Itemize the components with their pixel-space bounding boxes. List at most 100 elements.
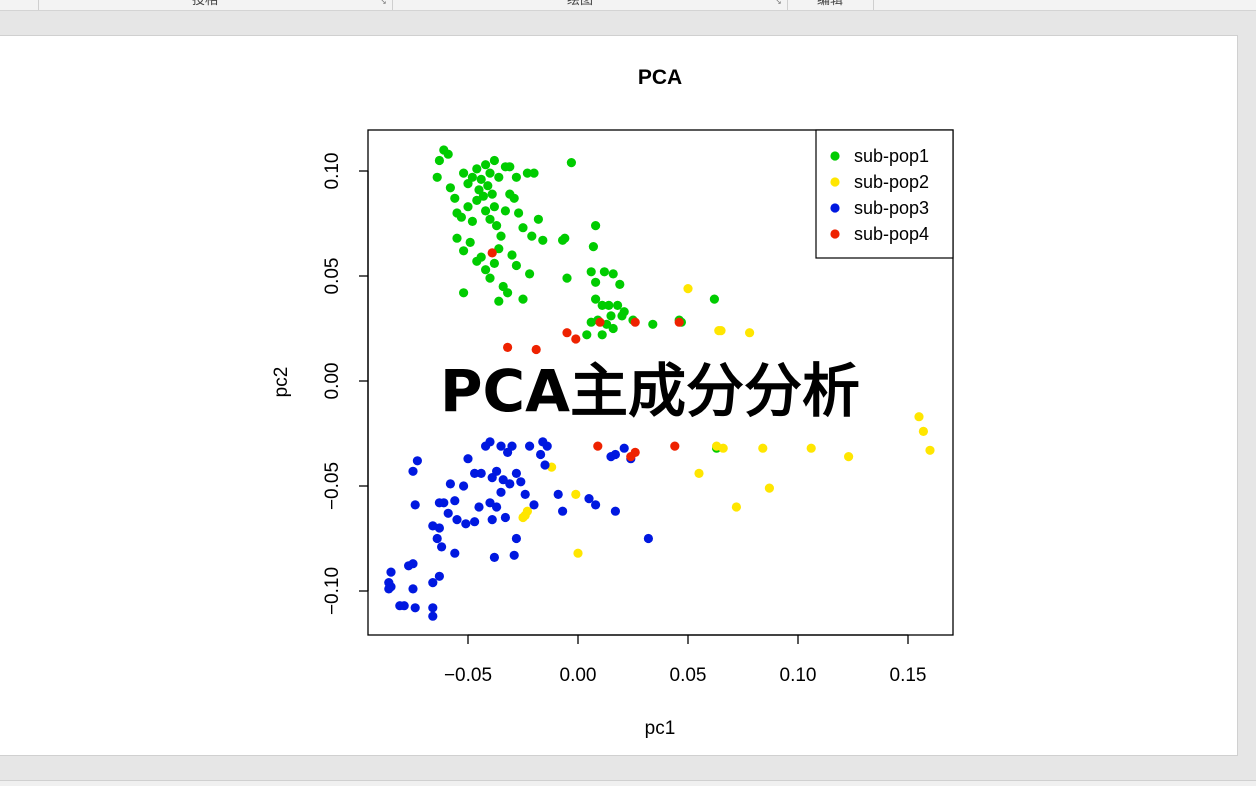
data-point xyxy=(470,468,480,478)
x-tick-label: 0.10 xyxy=(780,665,817,686)
data-point xyxy=(643,533,654,544)
data-point xyxy=(591,500,601,510)
data-point xyxy=(582,330,592,340)
data-point xyxy=(617,311,627,321)
slide-canvas[interactable]: PCA −0.05 0.00 0.05 0.10 0.15 −0.10 −0.05 0.00… xyxy=(0,35,1238,756)
data-point xyxy=(412,456,422,466)
status-bar xyxy=(0,780,1256,786)
data-point xyxy=(610,506,621,516)
data-point xyxy=(494,244,504,254)
data-point xyxy=(434,523,444,533)
data-point xyxy=(914,412,924,422)
data-point xyxy=(562,328,572,338)
dialog-launcher-icon[interactable]: ↘ xyxy=(775,0,782,6)
ribbon-separator xyxy=(38,0,39,10)
legend-label: sub-pop3 xyxy=(854,198,929,218)
data-point xyxy=(410,603,420,613)
data-point xyxy=(571,334,581,344)
data-point xyxy=(507,250,517,260)
data-point xyxy=(428,603,438,613)
data-point xyxy=(487,248,497,258)
legend-marker xyxy=(830,151,840,161)
ribbon-group-1[interactable]: 投相 xyxy=(160,0,250,9)
data-point xyxy=(610,449,621,460)
data-point xyxy=(553,489,563,499)
y-tick-label: 0.05 xyxy=(322,258,343,295)
data-point xyxy=(384,584,394,594)
data-point xyxy=(408,466,418,476)
data-point xyxy=(525,269,535,279)
data-point xyxy=(918,426,929,436)
data-point xyxy=(485,437,495,447)
y-tick-label: 0.10 xyxy=(322,153,343,190)
data-point xyxy=(571,489,581,499)
data-point xyxy=(586,267,596,277)
data-point xyxy=(591,221,601,231)
data-point xyxy=(463,202,473,212)
data-point xyxy=(518,294,528,304)
data-point xyxy=(463,454,473,464)
y-axis: −0.10 −0.05 0.00 0.05 0.10 xyxy=(322,153,369,615)
data-point xyxy=(560,233,570,243)
data-point xyxy=(492,502,502,512)
data-point xyxy=(386,567,396,577)
data-point xyxy=(604,300,614,310)
data-point xyxy=(606,311,616,321)
data-point xyxy=(485,214,495,224)
data-point xyxy=(496,441,506,451)
data-point xyxy=(758,443,768,453)
data-point xyxy=(613,300,623,310)
data-point xyxy=(452,233,462,243)
data-point xyxy=(445,183,455,193)
data-point xyxy=(511,172,521,182)
data-point xyxy=(443,149,453,159)
legend-label: sub-pop2 xyxy=(854,172,929,192)
data-point xyxy=(459,168,469,178)
data-point xyxy=(489,552,499,563)
data-point xyxy=(472,164,482,174)
data-point xyxy=(716,326,726,336)
legend-marker xyxy=(830,203,840,213)
data-point xyxy=(459,288,469,298)
data-point xyxy=(595,317,605,327)
data-point xyxy=(540,460,550,470)
data-point xyxy=(481,206,491,216)
data-point xyxy=(608,323,618,334)
data-point xyxy=(586,317,596,327)
ribbon-group-2[interactable]: 绘图 xyxy=(535,0,625,9)
x-tick-label: 0.05 xyxy=(670,665,707,686)
data-point xyxy=(529,168,539,178)
data-point xyxy=(536,449,546,460)
data-point xyxy=(925,445,935,455)
data-point xyxy=(503,342,513,352)
data-point xyxy=(467,172,477,182)
data-point xyxy=(709,294,720,304)
data-point xyxy=(496,487,506,497)
dialog-launcher-icon[interactable]: ↘ xyxy=(380,0,387,6)
data-point xyxy=(511,468,521,478)
pca-scatter-chart: PCA −0.05 0.00 0.05 0.10 0.15 −0.10 −0.05 0.00… xyxy=(271,66,954,739)
data-point xyxy=(731,502,742,512)
data-point xyxy=(630,447,640,457)
data-point xyxy=(474,502,484,512)
data-point xyxy=(492,221,502,231)
ribbon-group-3[interactable]: 编辑 xyxy=(790,0,870,9)
data-point xyxy=(597,330,607,340)
data-point xyxy=(683,284,693,294)
x-axis: −0.05 0.00 0.05 0.10 0.15 xyxy=(444,634,926,686)
data-point xyxy=(505,479,515,489)
data-point xyxy=(511,533,521,544)
data-point xyxy=(615,279,625,289)
data-point xyxy=(511,260,521,271)
data-point xyxy=(531,344,541,355)
data-point xyxy=(516,477,526,487)
legend-marker xyxy=(830,177,840,187)
y-tick-label: 0.00 xyxy=(322,363,343,400)
data-points xyxy=(384,145,935,621)
data-point xyxy=(434,571,444,581)
data-point xyxy=(428,611,438,621)
data-point xyxy=(525,441,535,451)
data-point xyxy=(450,496,460,506)
data-point xyxy=(476,174,486,184)
data-point xyxy=(443,508,453,518)
